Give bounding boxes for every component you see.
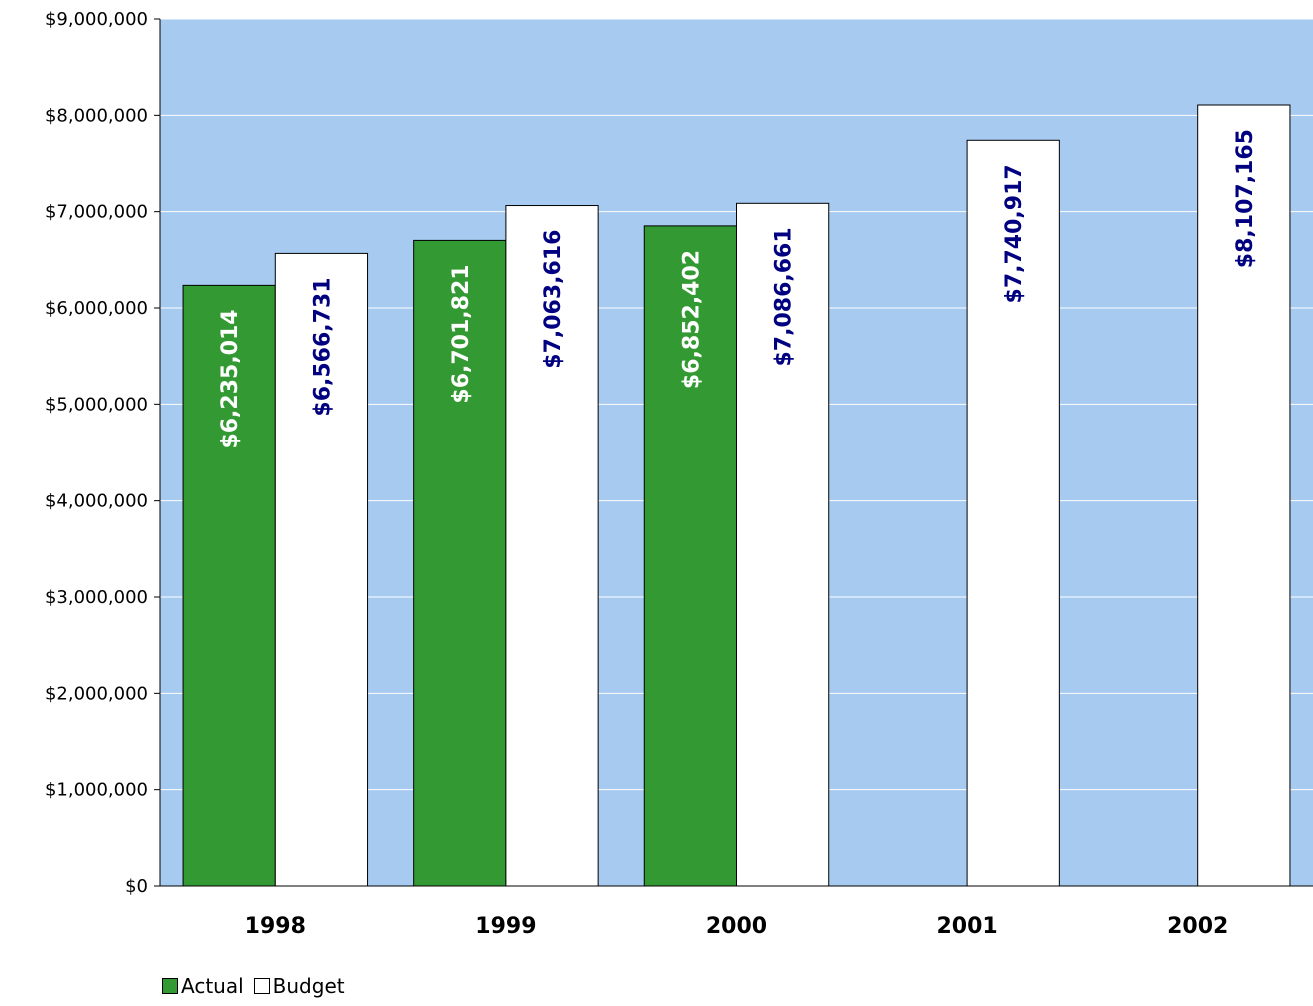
x-tick-label: 1999 — [475, 914, 536, 939]
data-label-budget-2002: $8,107,165 — [1233, 129, 1258, 268]
data-label-actual-2000: $6,852,402 — [679, 250, 704, 389]
x-tick-label: 2002 — [1167, 914, 1228, 939]
bar-budget-2001 — [966, 139, 1060, 887]
bar-actual-2000 — [643, 225, 738, 887]
bar-budget-2002 — [1197, 104, 1291, 887]
legend: Actual Budget — [162, 974, 345, 998]
y-tick-label: $6,000,000 — [45, 298, 148, 319]
legend-item-actual: Actual — [162, 974, 244, 998]
y-tick-label: $1,000,000 — [45, 780, 148, 801]
legend-swatch-actual — [162, 978, 178, 994]
data-labels: $6,235,014 $6,566,731 $6,701,821 $7,063,616… — [218, 129, 1258, 449]
data-label-budget-2000: $7,086,661 — [772, 227, 797, 366]
data-label-actual-1998: $6,235,014 — [218, 309, 243, 448]
bar-budget-1999 — [505, 205, 599, 887]
bars — [182, 104, 1291, 887]
legend-label-budget: Budget — [272, 974, 345, 998]
data-label-actual-1999: $6,701,821 — [449, 264, 474, 403]
data-label-budget-2001: $7,740,917 — [1002, 164, 1027, 303]
bar-budget-1998 — [274, 252, 369, 887]
bar-actual-1998 — [182, 284, 276, 887]
legend-swatch-budget — [253, 978, 270, 994]
x-tick-label: 2001 — [936, 914, 997, 939]
data-label-budget-1998: $6,566,731 — [310, 277, 335, 416]
y-tick-label: $5,000,000 — [45, 394, 148, 415]
y-tick-label: $8,000,000 — [45, 105, 148, 126]
legend-label-actual: Actual — [181, 974, 244, 998]
axes: $0 $1,000,000 $2,000,000 $3,000,000 $4,000,0… — [45, 9, 1313, 939]
y-tick-label: $9,000,000 — [45, 9, 148, 30]
x-tick-label: 2000 — [706, 914, 767, 939]
y-tick-label: $0 — [125, 876, 148, 897]
y-tick-label: $4,000,000 — [45, 491, 148, 512]
y-tick-label: $2,000,000 — [45, 683, 148, 704]
data-label-budget-1999: $7,063,616 — [541, 230, 566, 369]
y-tick-label: $3,000,000 — [45, 587, 148, 608]
x-tick-label: 1998 — [245, 914, 306, 939]
legend-item-budget: Budget — [253, 974, 345, 998]
bar-actual-1999 — [413, 239, 507, 887]
y-tick-label: $7,000,000 — [45, 202, 148, 223]
